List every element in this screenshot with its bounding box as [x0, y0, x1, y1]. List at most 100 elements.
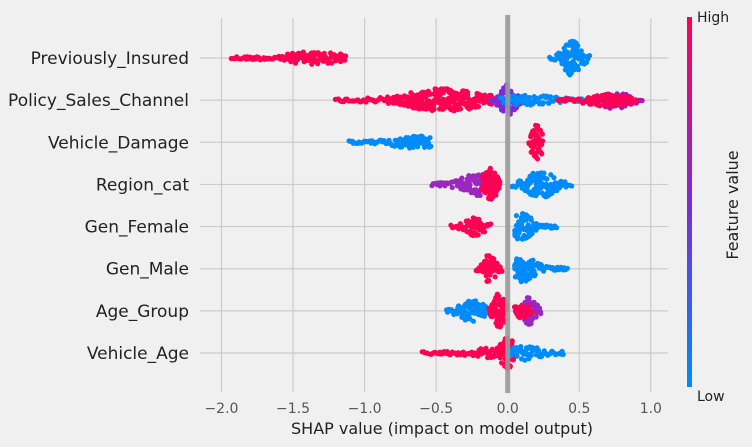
- x-tick-label: 0.0: [497, 401, 519, 417]
- shap-point: [449, 184, 455, 191]
- shap-point: [514, 353, 520, 359]
- shap-point: [501, 311, 507, 317]
- colorbar: [687, 17, 692, 387]
- shap-point: [528, 177, 534, 183]
- x-tick-label: 1.0: [640, 401, 662, 417]
- colorbar-title: Feature value: [723, 150, 742, 259]
- shap-point: [578, 48, 584, 54]
- shap-point: [427, 135, 433, 141]
- shap-point: [510, 357, 516, 363]
- shap-point: [541, 170, 547, 176]
- x-axis-title: SHAP value (impact on model output): [291, 419, 593, 438]
- x-tick-label: −2.0: [204, 401, 238, 417]
- shap-point: [554, 225, 560, 231]
- shap-point: [526, 295, 532, 301]
- shap-point: [498, 323, 504, 329]
- shap-point: [497, 179, 503, 185]
- shap-point: [481, 313, 487, 319]
- shap-point: [516, 178, 523, 184]
- shap-point: [302, 52, 308, 58]
- shap-point: [457, 106, 464, 112]
- shap-point: [528, 134, 534, 140]
- shap-point: [605, 91, 611, 97]
- shap-point: [583, 60, 589, 66]
- shap-point: [492, 274, 498, 280]
- shap-point: [538, 309, 544, 315]
- shap-point: [516, 312, 523, 319]
- colorbar-low-label: Low: [697, 389, 725, 405]
- shap-point: [315, 61, 321, 67]
- shap-point: [607, 103, 613, 109]
- shap-point: [569, 183, 575, 189]
- shap-point: [477, 192, 483, 198]
- shap-point: [453, 96, 459, 102]
- shap-point: [633, 97, 639, 103]
- points-layer: [228, 38, 645, 372]
- shap-point: [485, 277, 491, 283]
- feature-label: Gen_Male: [106, 260, 189, 280]
- shap-point: [446, 101, 452, 107]
- feature-label: Vehicle_Damage: [48, 133, 189, 153]
- shap-point: [528, 217, 534, 223]
- shap-point: [487, 165, 493, 171]
- shap-point: [529, 230, 535, 236]
- feature-label: Region_cat: [96, 175, 189, 195]
- shap-point: [575, 67, 582, 73]
- shap-point: [343, 53, 349, 59]
- shap-point: [494, 260, 500, 266]
- shap-point: [509, 338, 515, 344]
- shap-point: [560, 351, 566, 357]
- shap-point: [480, 183, 486, 189]
- shap-point: [539, 131, 545, 137]
- shap-point: [421, 89, 427, 95]
- zero-line-layer: [505, 15, 511, 393]
- shap-point: [488, 221, 494, 227]
- shap-point: [493, 192, 499, 198]
- shap-point: [491, 256, 497, 262]
- shap-point: [532, 271, 538, 278]
- shap-point: [499, 95, 505, 101]
- shap-point: [528, 320, 534, 326]
- shap-point: [496, 183, 502, 189]
- labels-layer: −2.0 −1.5 −1.0 −0.5 0.0 0.5 1.0 Previously_Insu…: [8, 49, 662, 417]
- shap-point: [528, 352, 535, 358]
- zero-line: [505, 15, 511, 393]
- shap-point: [588, 101, 594, 107]
- feature-label: Policy_Sales_Channel: [8, 91, 189, 111]
- shap-point: [500, 108, 506, 114]
- shap-point: [514, 236, 521, 242]
- colorbar-high-label: High: [697, 10, 729, 26]
- feature-label: Vehicle_Age: [87, 344, 189, 364]
- shap-point: [536, 177, 542, 183]
- shap-point: [597, 103, 603, 109]
- feature-label: Gen_Female: [85, 218, 189, 238]
- feature-label: Age_Group: [96, 302, 189, 322]
- shap-point: [499, 360, 505, 366]
- shap-point: [476, 216, 482, 222]
- shap-point: [459, 175, 465, 181]
- shap-point: [539, 151, 545, 157]
- feature-label: Previously_Insured: [31, 49, 189, 69]
- shap-point: [526, 94, 532, 101]
- shap-point: [475, 103, 481, 109]
- x-tick-label: −1.0: [348, 401, 382, 417]
- shap-point: [496, 293, 502, 299]
- shap-point: [499, 268, 505, 274]
- shap-point: [489, 347, 495, 353]
- shap-point: [540, 138, 546, 144]
- shap-point: [342, 57, 348, 63]
- shap-point: [551, 175, 557, 181]
- shap-point: [470, 318, 476, 324]
- grid-layer: [200, 18, 668, 392]
- shap-point: [428, 143, 434, 149]
- shap-point: [522, 92, 528, 99]
- shap-point: [475, 232, 481, 238]
- shap-point: [522, 357, 528, 363]
- shap-point: [492, 170, 498, 176]
- shap-point: [531, 144, 537, 150]
- shap-point: [482, 175, 488, 182]
- shap-point: [497, 355, 503, 361]
- shap-point: [530, 257, 536, 263]
